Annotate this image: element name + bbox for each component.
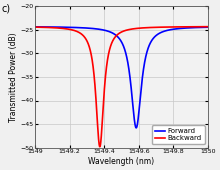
Forward: [41, 26, 43, 28]
Forward: [44, 26, 47, 28]
Forward: [198, 26, 200, 28]
Backward: [44, 26, 47, 28]
Forward: [135, 127, 138, 129]
Line: Forward: Forward: [35, 27, 208, 128]
Backward: [33, 26, 36, 28]
Backward: [118, 32, 121, 34]
Backward: [198, 26, 200, 28]
Forward: [33, 26, 36, 28]
Backward: [34, 26, 37, 28]
Backward: [99, 146, 101, 148]
Y-axis label: Transmitted Power (dB): Transmitted Power (dB): [9, 32, 18, 122]
Forward: [68, 26, 70, 28]
Forward: [118, 38, 121, 40]
Text: c): c): [1, 3, 10, 13]
Forward: [34, 26, 37, 28]
Line: Backward: Backward: [35, 27, 208, 147]
Backward: [41, 26, 43, 28]
Backward: [207, 26, 209, 28]
Forward: [207, 26, 209, 28]
Legend: Forward, Backward: Forward, Backward: [152, 125, 205, 144]
X-axis label: Wavelength (nm): Wavelength (nm): [88, 157, 154, 166]
Backward: [68, 28, 70, 30]
